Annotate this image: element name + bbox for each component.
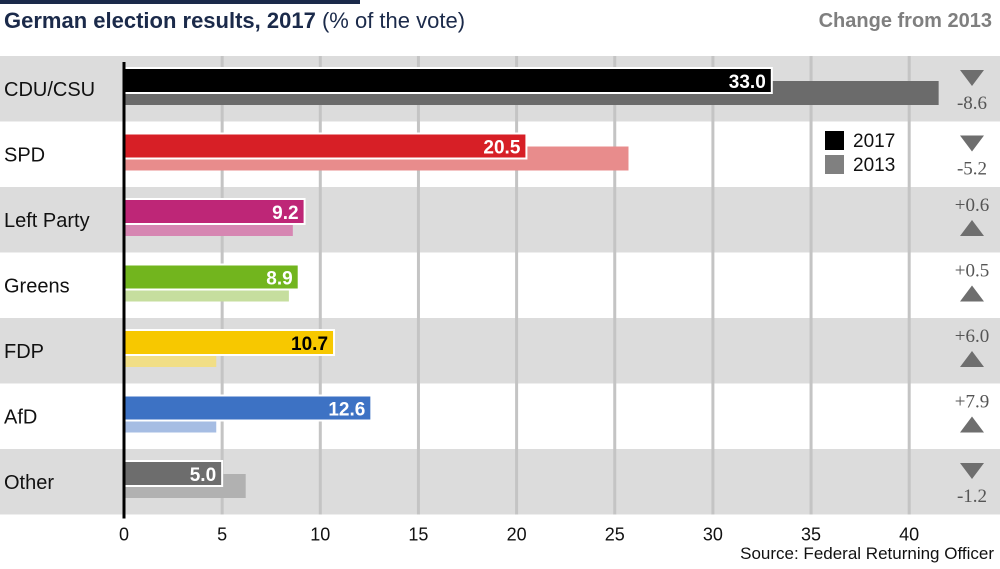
bar-2017-cdu-csu — [124, 68, 772, 93]
change-value: +0.5 — [955, 261, 989, 282]
change-value: +7.9 — [955, 392, 989, 413]
legend-label: 2017 — [853, 131, 895, 152]
category-label: Other — [4, 472, 54, 494]
change-value: +6.0 — [955, 326, 989, 347]
value-label: 9.2 — [272, 203, 298, 224]
legend-label: 2013 — [853, 155, 895, 176]
source-note: Source: Federal Returning Officer — [740, 544, 994, 564]
x-tick-label: 5 — [217, 525, 227, 545]
category-label: SPD — [4, 145, 45, 167]
bar-2017-spd — [124, 134, 526, 159]
x-tick-label: 35 — [801, 525, 821, 545]
x-tick-label: 40 — [899, 525, 919, 545]
up-triangle-icon — [960, 286, 984, 302]
category-label: AfD — [4, 407, 37, 429]
x-tick-label: 0 — [119, 525, 129, 545]
x-tick-label: 15 — [408, 525, 428, 545]
value-label: 5.0 — [190, 465, 216, 486]
bar-chart: 33.0 20.5 9.2 8.9 10.7 12.6 5.0 0 5 10 15 20 25 30 35… — [0, 0, 1000, 569]
change-value: +0.6 — [955, 195, 989, 216]
value-label: 20.5 — [483, 138, 520, 159]
bars: 33.0 20.5 9.2 8.9 10.7 12.6 5.0 — [124, 68, 939, 498]
change-value: -8.6 — [957, 93, 987, 114]
value-label: 8.9 — [266, 269, 292, 290]
category-label: Greens — [4, 276, 70, 298]
value-label: 10.7 — [291, 334, 328, 355]
down-triangle-icon — [960, 136, 984, 152]
legend: 2017 2013 — [825, 131, 895, 176]
category-label: FDP — [4, 341, 44, 363]
change-value: -5.2 — [957, 159, 987, 180]
category-label: Left Party — [4, 210, 90, 232]
change-value: -1.2 — [957, 486, 987, 507]
legend-swatch — [825, 131, 844, 150]
change-column: -8.6 -5.2 +0.6 +0.5 +6.0 +7.9 -1.2 — [955, 70, 989, 507]
value-label: 33.0 — [729, 72, 766, 93]
x-tick-label: 25 — [605, 525, 625, 545]
category-label: CDU/CSU — [4, 79, 95, 101]
legend-swatch — [825, 155, 844, 174]
x-tick-label: 30 — [703, 525, 723, 545]
gridlines — [222, 56, 909, 515]
value-label: 12.6 — [328, 400, 365, 421]
x-tick-label: 20 — [507, 525, 527, 545]
category-labels: CDU/CSU SPD Left Party Greens FDP AfD Other — [4, 79, 95, 494]
x-tick-label: 10 — [310, 525, 330, 545]
up-triangle-icon — [960, 417, 984, 433]
